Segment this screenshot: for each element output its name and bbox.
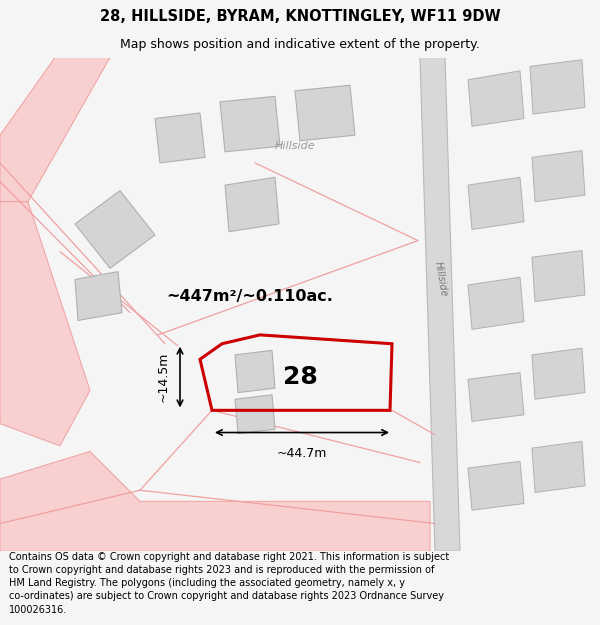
Polygon shape <box>532 151 585 202</box>
Text: Map shows position and indicative extent of the property.: Map shows position and indicative extent… <box>120 38 480 51</box>
Polygon shape <box>75 191 155 268</box>
Polygon shape <box>468 71 524 126</box>
Polygon shape <box>295 85 355 141</box>
Polygon shape <box>468 461 524 510</box>
Polygon shape <box>235 351 275 392</box>
Text: Contains OS data © Crown copyright and database right 2021. This information is : Contains OS data © Crown copyright and d… <box>9 552 449 614</box>
Polygon shape <box>0 451 430 551</box>
Polygon shape <box>220 96 280 152</box>
Text: ~447m²/~0.110ac.: ~447m²/~0.110ac. <box>167 289 334 304</box>
Polygon shape <box>468 278 524 329</box>
Text: 28: 28 <box>283 365 317 389</box>
Polygon shape <box>532 348 585 399</box>
Polygon shape <box>235 395 275 434</box>
Polygon shape <box>0 202 90 446</box>
Polygon shape <box>225 177 279 232</box>
Polygon shape <box>0 58 110 202</box>
Polygon shape <box>155 113 205 163</box>
Text: Hillside: Hillside <box>275 141 316 151</box>
Text: ~44.7m: ~44.7m <box>277 447 327 460</box>
Polygon shape <box>75 272 122 321</box>
Polygon shape <box>468 372 524 421</box>
Polygon shape <box>532 441 585 493</box>
Text: ~14.5m: ~14.5m <box>157 352 170 402</box>
Polygon shape <box>468 177 524 229</box>
Polygon shape <box>420 58 460 551</box>
Polygon shape <box>530 60 585 114</box>
Text: 28, HILLSIDE, BYRAM, KNOTTINGLEY, WF11 9DW: 28, HILLSIDE, BYRAM, KNOTTINGLEY, WF11 9… <box>100 9 500 24</box>
Text: Hillside: Hillside <box>433 261 449 298</box>
Polygon shape <box>532 251 585 302</box>
